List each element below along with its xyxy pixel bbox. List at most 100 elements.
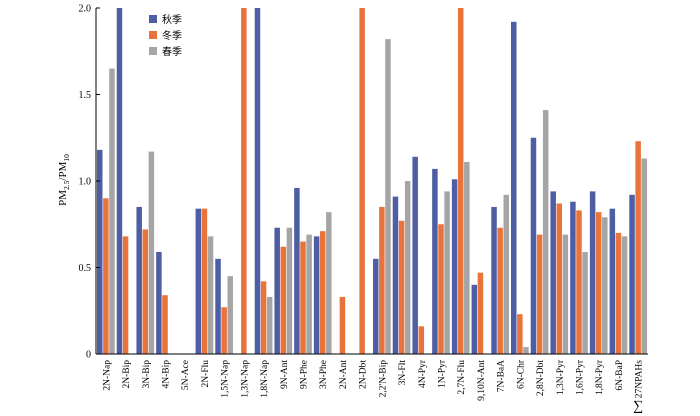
bar xyxy=(497,227,503,354)
bar xyxy=(260,281,267,354)
bar xyxy=(444,191,450,354)
bar xyxy=(266,296,273,354)
bar xyxy=(319,231,326,354)
y-axis-label-sep: /PM xyxy=(57,161,69,180)
bar xyxy=(359,8,365,354)
x-tick-label: 2N-Dbt xyxy=(359,360,369,389)
y-tick-label: 2.0 xyxy=(79,4,92,15)
bar xyxy=(503,194,509,354)
bar xyxy=(641,158,647,354)
x-tick-label: 1N-Pyr xyxy=(438,359,448,388)
bar xyxy=(491,206,497,354)
legend-swatch xyxy=(149,31,157,39)
sum-symbol: ∑ xyxy=(633,399,643,414)
bar xyxy=(280,246,287,354)
bar xyxy=(542,110,549,354)
bar xyxy=(589,191,596,354)
bar xyxy=(195,208,202,354)
y-tick-label: 0 xyxy=(86,350,91,361)
x-tick-label: 1,3N-Nap xyxy=(240,360,250,398)
bar xyxy=(215,258,221,354)
bar xyxy=(418,326,425,354)
bar xyxy=(523,347,529,354)
bar xyxy=(635,141,641,354)
bar xyxy=(602,217,608,354)
bar xyxy=(398,220,405,354)
bar xyxy=(286,227,293,354)
bar xyxy=(221,307,227,354)
bar xyxy=(313,236,320,354)
bar xyxy=(570,201,576,354)
x-tick-label: 4N-Pyr xyxy=(418,359,428,388)
bar xyxy=(629,194,635,354)
bar xyxy=(438,224,444,354)
bar xyxy=(294,187,300,354)
x-tick-label: 5N-Ace xyxy=(181,360,191,390)
x-tick-label: 2,7N-Flu xyxy=(457,360,467,395)
bar xyxy=(562,234,569,354)
x-tick-label: 1,5N-Nap xyxy=(221,360,231,398)
x-tick-label: 6N-BaP xyxy=(615,360,625,391)
bar xyxy=(156,251,162,354)
bar xyxy=(103,198,109,354)
bar xyxy=(576,210,582,354)
legend-label: 冬季 xyxy=(162,29,182,42)
bar xyxy=(530,137,537,354)
x-tick-label: 1,8N-Nap xyxy=(260,360,270,398)
y-axis-label-main: PM xyxy=(57,190,69,206)
bar xyxy=(536,234,543,354)
x-tick-label: 2N-Bip xyxy=(122,360,132,389)
bar xyxy=(556,203,563,354)
y-axis-label-sub1: 2.5 xyxy=(62,180,71,190)
x-tick-label: 2N-Nap xyxy=(102,360,112,391)
x-tick-label: 1,3N-Pyr xyxy=(556,359,566,395)
bar xyxy=(339,296,346,354)
bar xyxy=(373,258,379,354)
bar xyxy=(201,208,208,354)
bar xyxy=(241,8,247,354)
bar xyxy=(404,181,411,354)
bar xyxy=(609,208,616,354)
bar xyxy=(457,8,464,354)
x-tick-label: 9N-Phe xyxy=(300,360,310,389)
y-tick-label: 0.5 xyxy=(79,263,92,274)
legend-label: 秋季 xyxy=(162,13,182,26)
x-tick-label: 27NPAHs xyxy=(635,360,645,398)
x-tick-label: 2,8N-Dbt xyxy=(536,360,546,397)
bar xyxy=(511,21,517,355)
bar xyxy=(550,191,556,354)
plot-area: 0 0.5 1.0 1.5 2.0 2N-Nap 2N-Bip 3N-Bip 4N-Bip 5N-… xyxy=(79,4,648,414)
y-axis-label: PM2.5/PM10 xyxy=(57,154,71,206)
bar xyxy=(385,39,391,354)
bar xyxy=(142,229,149,354)
svg-text:PM2.5/PM10: PM2.5/PM10 xyxy=(57,154,71,206)
legend-label: 春季 xyxy=(162,46,182,58)
bar xyxy=(432,168,438,354)
x-tick-label: 4N-Bip xyxy=(162,360,172,389)
bar xyxy=(412,156,418,354)
y-tick-label: 1.5 xyxy=(79,90,92,101)
bar xyxy=(254,8,261,354)
x-tick-label: 1,8N-Pyr xyxy=(595,359,605,395)
x-tick-label: 3N-Flt xyxy=(398,360,408,386)
bar xyxy=(621,236,628,354)
x-tick-label: 2,2'N-Bip xyxy=(378,360,388,398)
bar xyxy=(122,236,129,354)
bar xyxy=(109,68,115,355)
x-tick-label: 9N-Ant xyxy=(280,360,290,389)
bar xyxy=(148,151,155,354)
bar xyxy=(116,8,123,354)
bar xyxy=(517,314,523,354)
bar xyxy=(471,284,478,354)
y-tick-label: 1.0 xyxy=(79,177,92,188)
bar xyxy=(595,212,602,354)
x-tick-label: 3N-Phe xyxy=(319,360,329,389)
bar xyxy=(582,251,588,354)
x-tick-label: 2N-Ant xyxy=(339,360,349,389)
bar xyxy=(227,276,233,354)
bar xyxy=(274,227,280,354)
bar xyxy=(97,149,103,354)
bar xyxy=(326,212,332,354)
